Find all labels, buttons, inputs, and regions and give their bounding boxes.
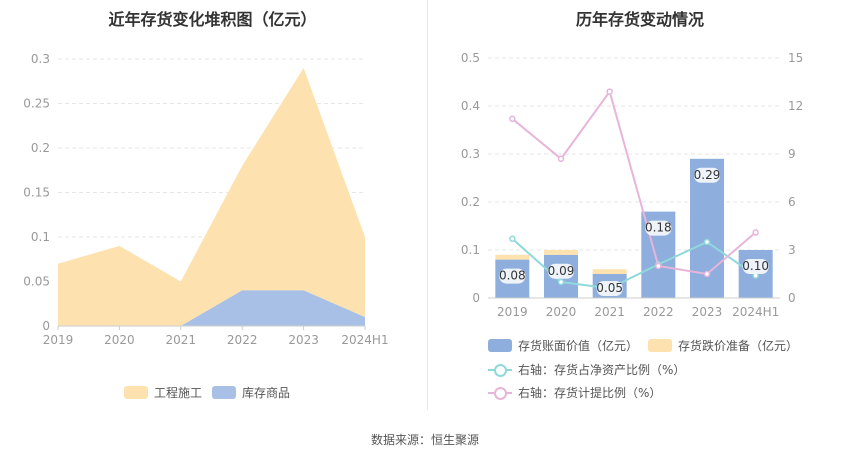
bar-label-bg — [694, 167, 720, 183]
left-y-tick-label: 0.15 — [23, 186, 50, 200]
line-provision-ratio-point — [557, 155, 565, 163]
right-y-left-tick-label: 0.4 — [461, 99, 480, 113]
bar-data-label: 0.29 — [694, 168, 721, 182]
legend-label-construction: 工程施工 — [154, 386, 203, 400]
right-x-tick-label: 2024H1 — [732, 305, 779, 319]
legend-impairment[interactable]: 存货跌价准备（亿元） — [648, 337, 798, 354]
left-x-tick-label: 2022 — [227, 333, 258, 347]
left-x-tick-label: 2023 — [288, 333, 319, 347]
right-x-tick-label: 2021 — [594, 305, 625, 319]
bar-impairment — [544, 250, 578, 255]
right-y-right-tick-label: 6 — [788, 195, 796, 209]
bar-label-bg — [742, 259, 769, 274]
line-provision-ratio-point — [752, 229, 759, 236]
right-y-right-tick-label: 3 — [788, 243, 796, 257]
right-y-left-tick-label: 0.1 — [461, 243, 480, 257]
left-y-tick-label: 0.05 — [23, 275, 50, 289]
legend-construction[interactable]: 工程施工 — [124, 384, 202, 401]
legend-ratio-nav[interactable]: 右轴：存货占净资产比例（%） — [488, 361, 685, 378]
right-y-right-tick-label: 9 — [788, 147, 796, 161]
right-y-right-tick-label: 15 — [788, 51, 803, 65]
legend-label-provision-ratio: 右轴：存货计提比例（%） — [518, 386, 662, 400]
line-ratio-nav-point — [557, 278, 565, 286]
legend-label-goods: 库存商品 — [242, 386, 291, 400]
bar-data-label: 0.18 — [645, 221, 672, 235]
stacked-area-chart: 0 0.05 0.1 0.15 0.2 0.25 0.3 2019 2020 2021 2022 20… — [23, 52, 388, 347]
line-ratio-nav-point — [509, 235, 516, 243]
right-y-right-tick-label: 12 — [788, 99, 803, 113]
legend-swatch-construction — [124, 386, 148, 399]
left-x-tick-label: 2021 — [166, 333, 197, 347]
right-y-left-tick-label: 0.2 — [461, 195, 480, 209]
legend-swatch-book-value — [488, 339, 512, 352]
bar-impairment — [495, 254, 530, 260]
left-y-tick-label: 0.1 — [31, 230, 50, 244]
left-y-tick-label: 0.3 — [31, 52, 50, 66]
line-ratio-nav-point — [703, 238, 711, 246]
line-provision-ratio — [511, 89, 757, 276]
legend-goods[interactable]: 库存商品 — [212, 384, 290, 401]
left-x-tick-label: 2024H1 — [341, 333, 388, 347]
legend-provision-ratio[interactable]: 右轴：存货计提比例（%） — [488, 384, 661, 401]
right-y-left-tick-label: 0 — [472, 291, 480, 305]
bar-data-label: 0.05 — [596, 281, 623, 295]
panel-divider — [427, 0, 428, 410]
legend-swatch-impairment — [648, 339, 672, 352]
bar-label-bg — [548, 263, 574, 279]
left-y-tick-label: 0.25 — [23, 97, 50, 111]
legend-marker-ratio-nav — [488, 363, 512, 377]
left-x-tick-label: 2020 — [104, 333, 135, 347]
area-goods — [58, 290, 365, 326]
line-provision-ratio-point — [703, 270, 711, 278]
bar-label-bg — [499, 268, 526, 284]
legend-book-value[interactable]: 存货账面价值（亿元） — [488, 337, 638, 354]
bar-label-bg — [645, 220, 672, 236]
bar-impairment — [592, 269, 627, 274]
right-chart-title: 历年存货变动情况 — [575, 10, 704, 29]
right-y-left-tick-label: 0.5 — [461, 51, 480, 65]
legend-marker-provision-ratio — [488, 386, 512, 400]
right-x-tick-label: 2023 — [692, 305, 723, 319]
bar-label-bg — [596, 281, 623, 296]
right-y-left-tick-label: 0.3 — [461, 147, 480, 161]
bar-data-label: 0.08 — [499, 269, 526, 283]
right-x-tick-label: 2020 — [546, 305, 577, 319]
legend-label-ratio-nav: 右轴：存货占净资产比例（%） — [518, 363, 686, 377]
left-y-tick-label: 0 — [42, 319, 50, 333]
line-provision-ratio-point — [655, 262, 662, 270]
right-y-right-tick-label: 0 — [788, 291, 796, 305]
inventory-bar-line-chart: 0 0.1 0.2 0.3 0.4 0.5 0 3 6 9 12 15 0.08 0.09 0.05 0.18… — [461, 51, 803, 319]
legend-swatch-goods — [212, 386, 236, 399]
legend-label-impairment: 存货跌价准备（亿元） — [678, 339, 799, 353]
area-construction — [58, 67, 365, 327]
right-x-tick-label: 2022 — [643, 305, 674, 319]
bar-data-label: 0.09 — [548, 264, 575, 278]
right-x-tick-label: 2019 — [497, 305, 528, 319]
bar-data-label: 0.10 — [742, 259, 769, 273]
left-x-tick-label: 2019 — [43, 333, 74, 347]
line-provision-ratio-point — [509, 115, 516, 123]
line-provision-ratio-point — [606, 88, 613, 95]
data-source: 数据来源：恒生聚源 — [370, 433, 479, 447]
left-y-tick-label: 0.2 — [31, 141, 50, 155]
left-chart-title: 近年存货变化堆积图（亿元） — [108, 10, 317, 29]
legend-label-book-value: 存货账面价值（亿元） — [518, 339, 639, 353]
